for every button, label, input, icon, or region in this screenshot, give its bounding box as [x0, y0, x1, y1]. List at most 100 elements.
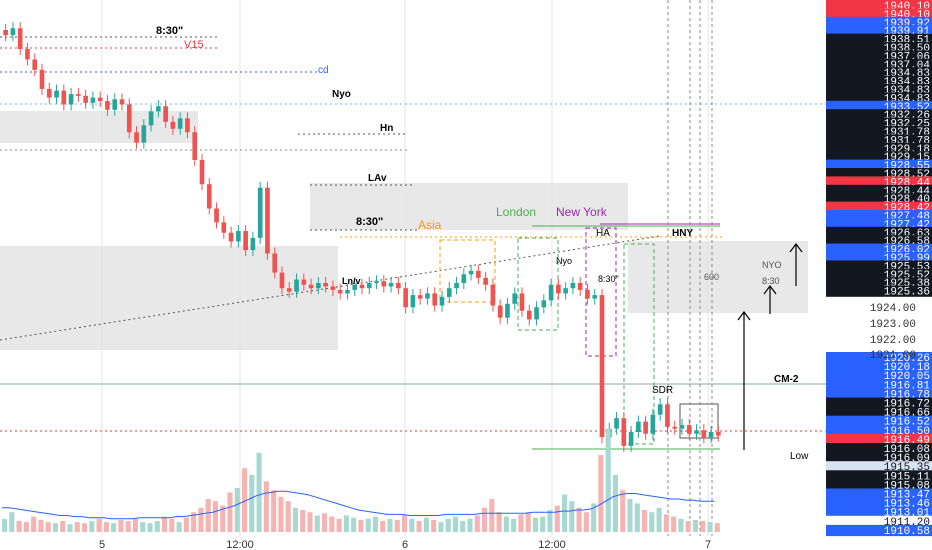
x-tick-label-2: 6 [402, 539, 408, 550]
volume-bar-83 [605, 428, 611, 532]
volume-bar-47 [343, 515, 349, 532]
candle-body-88 [643, 421, 648, 434]
candle-body-96 [701, 430, 707, 438]
candle-body-21 [156, 106, 161, 112]
y-tick-label-4: 1921.00 [870, 350, 916, 362]
price-tag-bg-21 [826, 176, 932, 188]
candle-body-64 [468, 270, 474, 275]
price-tag-54: 1910.58 [884, 526, 930, 538]
candle-body-73 [534, 307, 539, 320]
volume-bar-78 [569, 501, 575, 532]
x-tick-label-3: 12:00 [538, 539, 566, 550]
volume-bar-18 [132, 518, 138, 532]
volume-bar-56 [409, 518, 415, 532]
candle-body-75 [548, 284, 554, 301]
range-box [679, 403, 719, 439]
x-tick-label-1: 12:00 [226, 539, 254, 550]
candle-body-37 [272, 253, 278, 273]
volume-bar-52 [380, 521, 386, 532]
candle-body-10 [76, 94, 81, 96]
x-tick-label-0: 5 [99, 539, 105, 550]
price-tag-34: 1925.36 [884, 287, 930, 299]
volume-bar-53 [387, 518, 393, 532]
volume-bar-72 [525, 512, 531, 532]
annotation-3: Nyo [332, 89, 351, 100]
volume-bar-36 [263, 481, 269, 532]
price-tag-bg-31 [826, 260, 932, 272]
price-tag-bg-37 [826, 370, 932, 382]
volume-bar-39 [285, 501, 291, 532]
volume-bar-30 [220, 505, 226, 532]
candle-body-35 [257, 187, 263, 238]
price-tag-bg-12 [826, 100, 932, 112]
price-tag-bg-43 [826, 424, 932, 436]
volume-bar-74 [540, 516, 546, 532]
candle-body-32 [236, 231, 241, 242]
volume-bar-17 [125, 521, 131, 532]
candle-body-84 [614, 418, 619, 429]
volume-bar-79 [576, 507, 582, 532]
volume-bar-82 [598, 455, 604, 532]
volume-bar-62 [452, 516, 458, 532]
volume-bar-29 [212, 501, 218, 532]
price-tag-bg-20 [826, 168, 932, 180]
candle-body-38 [279, 272, 285, 289]
price-tag-bg-11 [826, 92, 932, 104]
volume-bar-88 [642, 510, 648, 532]
candle-body-86 [628, 432, 634, 446]
y-tick-label-2: 1923.00 [870, 319, 916, 331]
volume-bar-41 [300, 510, 306, 532]
volume-bar-34 [249, 474, 255, 532]
volume-bar-20 [147, 523, 153, 532]
volume-bar-84 [612, 474, 618, 532]
candle-body-8 [61, 90, 67, 105]
candle-body-22 [163, 106, 168, 122]
candle-body-39 [286, 288, 292, 292]
annotation-5: LAv [368, 173, 387, 184]
volume-bar-28 [205, 499, 211, 532]
price-tag-bg-50 [826, 488, 932, 500]
price-tag-bg-48 [826, 470, 932, 482]
volume-bar-91 [663, 514, 669, 532]
candle-body-82 [599, 295, 605, 438]
candle-body-87 [636, 421, 641, 433]
candle-body-53 [388, 282, 394, 287]
volume-bar-70 [511, 518, 517, 532]
arrow-2-head [763, 285, 777, 295]
price-tag-bg-44 [826, 433, 932, 446]
candle-body-57 [417, 295, 423, 299]
candle-body-81 [592, 295, 598, 299]
candle-body-71 [519, 293, 525, 311]
volume-bar-55 [402, 514, 408, 532]
volume-bar-87 [634, 503, 640, 532]
price-tag-bg-35 [826, 352, 932, 364]
annotation-17: Ln/v [342, 276, 361, 286]
volume-bar-58 [423, 517, 429, 532]
candle-body-80 [585, 289, 590, 299]
volume-bar-63 [460, 521, 466, 532]
volume-bar-40 [292, 507, 298, 532]
price-tag-bg-40 [826, 397, 932, 409]
volume-bar-57 [416, 521, 422, 532]
price-tag-bg-2 [826, 16, 932, 28]
candle-body-14 [105, 101, 110, 110]
candle-body-5 [39, 69, 45, 89]
volume-bar-0 [2, 518, 8, 532]
volume-bar-32 [234, 488, 240, 532]
price-tag-bg-0 [826, 0, 932, 12]
candle-body-78 [570, 282, 576, 289]
volume-bar-2 [16, 521, 22, 532]
volume-bar-81 [591, 503, 597, 532]
price-tag-bg-45 [826, 443, 932, 455]
candle-body-58 [425, 293, 430, 299]
price-tag-bg-36 [826, 361, 932, 373]
price-tag-bg-34 [826, 285, 932, 297]
candle-body-18 [134, 132, 139, 143]
annotation-6: 8:30" [356, 216, 383, 228]
zone-2 [0, 246, 338, 350]
annotation-19: Low [790, 451, 809, 462]
candle-body-51 [374, 281, 379, 283]
zone-1 [310, 183, 628, 230]
volume-bar-68 [496, 512, 502, 532]
